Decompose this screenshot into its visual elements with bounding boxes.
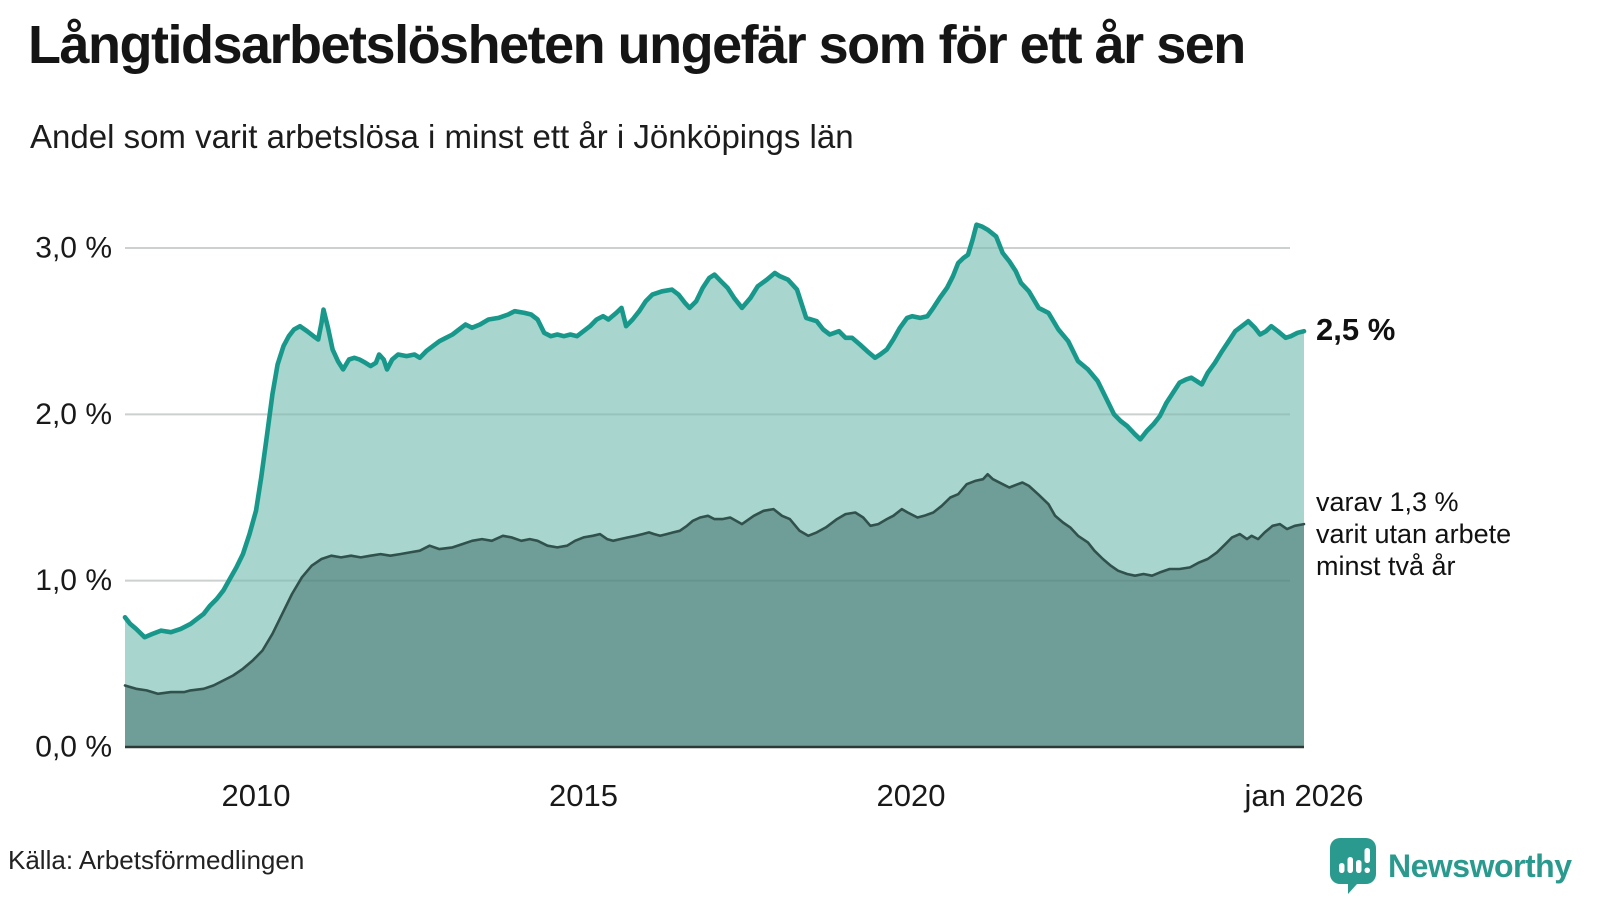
secondary-series-annotation: varav 1,3 % varit utan arbete minst två … [1316, 486, 1511, 582]
newsworthy-bubble-icon [1330, 838, 1376, 894]
line-unemployed-over-one-year [122, 222, 1307, 640]
y-axis-label: 3,0 % [35, 232, 112, 265]
annotation-line: varav 1,3 % [1316, 487, 1459, 517]
y-axis-label: 1,0 % [35, 564, 112, 597]
chart-subtitle: Andel som varit arbetslösa i minst ett å… [30, 118, 854, 155]
y-axis-label: 0,0 % [35, 731, 112, 764]
newsworthy-wordmark: Newsworthy [1388, 847, 1572, 884]
x-axis-label: 2020 [877, 778, 946, 813]
area-unemployed-over-two-years [125, 474, 1304, 747]
source-credit: Källa: Arbetsförmedlingen [8, 845, 305, 875]
x-axis-label: 2010 [222, 778, 291, 813]
y-axis-label: 2,0 % [35, 398, 112, 431]
line-unemployed-over-two-years [123, 472, 1306, 696]
annotation-line: minst två år [1316, 551, 1456, 581]
annotation-line: varit utan arbete [1316, 519, 1512, 549]
x-axis-label: jan 2026 [1244, 778, 1364, 813]
series-end-value-label: 2,5 % [1316, 312, 1396, 347]
newsworthy-logo: Newsworthy [1330, 838, 1572, 894]
x-axis-label: 2015 [549, 778, 618, 813]
page-title: Långtidsarbetslösheten ungefär som för e… [28, 15, 1246, 75]
